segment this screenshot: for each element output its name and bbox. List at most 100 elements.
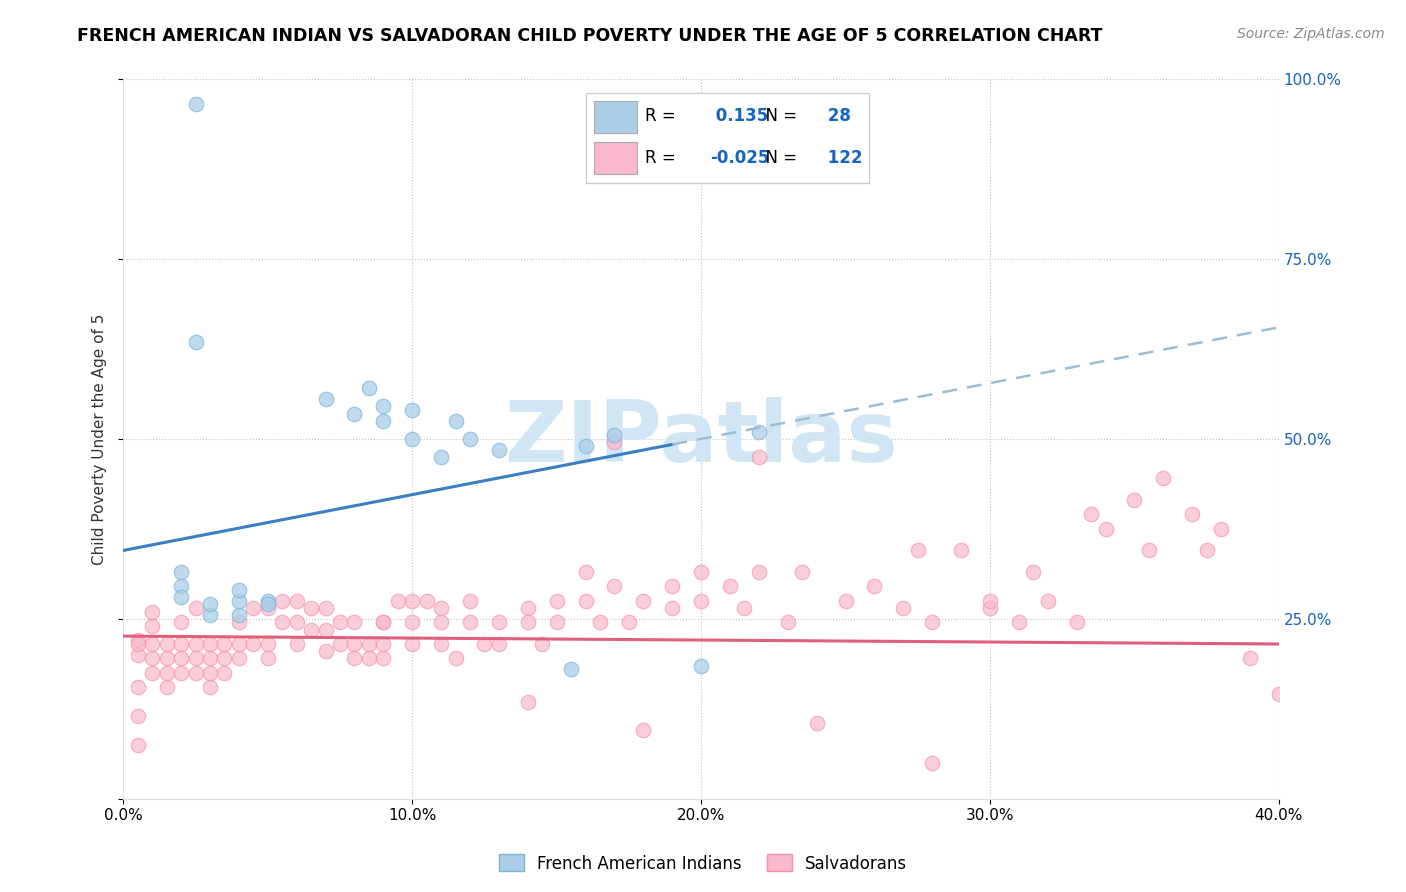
Point xyxy=(488,615,510,630)
Point xyxy=(170,579,193,593)
Point xyxy=(170,591,193,605)
Point xyxy=(373,615,395,630)
Point xyxy=(401,432,423,446)
Point xyxy=(271,615,294,630)
Point xyxy=(546,615,568,630)
Point xyxy=(617,615,640,630)
Point xyxy=(256,601,278,615)
Point xyxy=(170,665,193,680)
Point xyxy=(170,651,193,665)
Point xyxy=(127,633,149,648)
Point xyxy=(921,615,943,630)
Point xyxy=(256,637,278,651)
Point xyxy=(1195,543,1218,558)
Point xyxy=(560,662,582,676)
Y-axis label: Child Poverty Under the Age of 5: Child Poverty Under the Age of 5 xyxy=(93,313,107,565)
Point xyxy=(184,601,207,615)
Point xyxy=(444,414,467,428)
Point xyxy=(198,680,221,694)
Point xyxy=(156,665,179,680)
Point xyxy=(633,723,655,738)
Point xyxy=(141,619,163,633)
Point xyxy=(141,665,163,680)
Point xyxy=(373,615,395,630)
Text: FRENCH AMERICAN INDIAN VS SALVADORAN CHILD POVERTY UNDER THE AGE OF 5 CORRELATIO: FRENCH AMERICAN INDIAN VS SALVADORAN CHI… xyxy=(77,27,1102,45)
Point xyxy=(430,637,453,651)
Point xyxy=(329,637,352,651)
Point xyxy=(198,608,221,623)
Point xyxy=(633,594,655,608)
Point xyxy=(907,543,929,558)
Point xyxy=(184,665,207,680)
Point xyxy=(315,644,337,658)
Point xyxy=(184,637,207,651)
Point xyxy=(458,432,481,446)
Point xyxy=(256,598,278,612)
Point xyxy=(1066,615,1088,630)
Point xyxy=(488,442,510,457)
Point xyxy=(474,637,496,651)
Point xyxy=(1094,522,1116,536)
Point xyxy=(315,601,337,615)
Point xyxy=(430,601,453,615)
Point xyxy=(1036,594,1059,608)
Point xyxy=(343,651,366,665)
Point xyxy=(1022,565,1045,579)
Point xyxy=(214,665,236,680)
Point xyxy=(387,594,409,608)
Point xyxy=(127,680,149,694)
Point xyxy=(1137,543,1160,558)
Point xyxy=(127,637,149,651)
Point xyxy=(141,605,163,619)
Point xyxy=(242,601,264,615)
Point xyxy=(690,565,713,579)
Point xyxy=(1152,471,1174,485)
Point xyxy=(373,400,395,414)
Point xyxy=(357,637,380,651)
Point xyxy=(170,565,193,579)
Point xyxy=(1123,493,1146,508)
Point xyxy=(256,651,278,665)
Point xyxy=(127,648,149,662)
Point xyxy=(184,97,207,112)
Point xyxy=(488,637,510,651)
Point xyxy=(198,637,221,651)
Point xyxy=(285,594,308,608)
Point xyxy=(228,582,250,597)
Point xyxy=(921,756,943,770)
Point xyxy=(156,651,179,665)
Point xyxy=(228,608,250,623)
Point xyxy=(242,637,264,651)
Point xyxy=(834,594,856,608)
Point xyxy=(170,615,193,630)
Point xyxy=(228,594,250,608)
Point xyxy=(603,579,626,593)
Point xyxy=(1008,615,1031,630)
Point xyxy=(198,598,221,612)
Text: ZIPatlas: ZIPatlas xyxy=(505,397,898,481)
Point xyxy=(198,651,221,665)
Point xyxy=(1239,651,1261,665)
Point xyxy=(748,425,770,439)
Point xyxy=(444,651,467,665)
Point xyxy=(184,651,207,665)
Point xyxy=(401,403,423,417)
Point xyxy=(170,637,193,651)
Point xyxy=(156,637,179,651)
Point xyxy=(806,716,828,731)
Point xyxy=(1080,508,1102,522)
Point xyxy=(589,615,612,630)
Point xyxy=(156,680,179,694)
Point xyxy=(357,382,380,396)
Point xyxy=(1211,522,1233,536)
Point xyxy=(979,594,1001,608)
Point xyxy=(214,651,236,665)
Point xyxy=(792,565,814,579)
Point xyxy=(718,579,741,593)
Point xyxy=(299,601,322,615)
Point xyxy=(285,615,308,630)
Point xyxy=(198,665,221,680)
Text: Source: ZipAtlas.com: Source: ZipAtlas.com xyxy=(1237,27,1385,41)
Point xyxy=(373,651,395,665)
Point xyxy=(214,637,236,651)
